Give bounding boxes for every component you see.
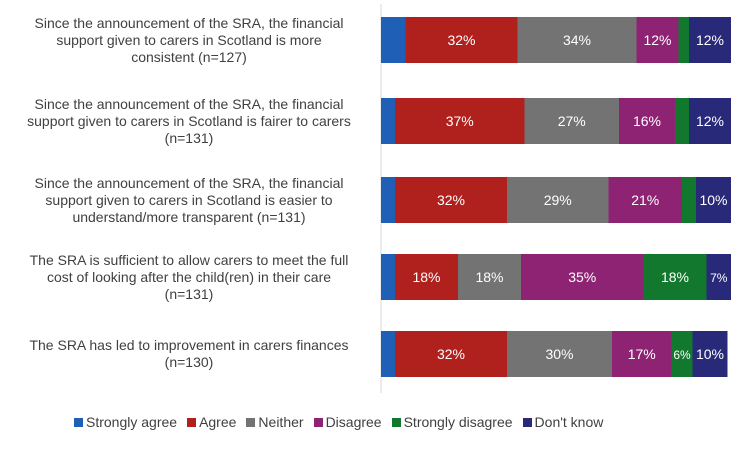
- category-label: Since the announcement of the SRA, the f…: [8, 15, 370, 66]
- legend-swatch: [522, 417, 532, 427]
- category-label-line: The SRA is sufficient to allow carers to…: [29, 251, 349, 268]
- category-label-line: (n=131): [164, 285, 214, 302]
- category-label-line: support given to carers in Scotland is m…: [56, 31, 322, 48]
- bar-segment: [395, 98, 525, 144]
- data-label: 34%: [563, 32, 591, 48]
- data-label: 16%: [633, 113, 661, 129]
- bar-segment: [381, 254, 395, 300]
- data-label: 32%: [437, 192, 465, 208]
- data-label: 32%: [437, 346, 465, 362]
- legend-label: Strongly agree: [86, 414, 178, 430]
- bar-segment: [381, 98, 395, 144]
- legend-swatch: [313, 417, 323, 427]
- category-label: The SRA has led to improvement in carers…: [8, 337, 370, 371]
- bar-segment: [524, 98, 619, 144]
- legend: Strongly agree Agree Neither Disagree Strong…: [74, 414, 613, 430]
- legend-item: Don't know: [522, 414, 604, 430]
- bar-segment: [405, 17, 518, 63]
- bar-segment: [636, 17, 679, 63]
- category-label-line: support given to carers in Scotland is f…: [27, 112, 351, 129]
- bar-segment: [381, 177, 395, 223]
- category-label: The SRA is sufficient to allow carers to…: [8, 252, 370, 303]
- bar-segment: [612, 331, 672, 377]
- bar-segment: [395, 177, 507, 223]
- bar-segment: [689, 17, 731, 63]
- data-label: 29%: [544, 192, 572, 208]
- category-label-line: Since the announcement of the SRA, the f…: [34, 174, 344, 191]
- data-label: 18%: [661, 269, 689, 285]
- bar-segment: [395, 331, 507, 377]
- category-label-line: support given to carers in Scotland is e…: [45, 191, 333, 208]
- category-label-line: understand/more transparent (n=131): [72, 208, 306, 225]
- bar-segment: [643, 254, 707, 300]
- data-label: 18%: [475, 269, 503, 285]
- category-label-line: (n=131): [164, 129, 214, 146]
- data-label: 17%: [628, 346, 656, 362]
- data-label: 35%: [568, 269, 596, 285]
- data-label: 10%: [696, 346, 724, 362]
- bar-segment: [689, 98, 731, 144]
- bar-segment: [619, 98, 675, 144]
- bar-segment: [521, 254, 644, 300]
- data-label: 18%: [412, 269, 440, 285]
- category-label: Since the announcement of the SRA, the f…: [8, 96, 370, 147]
- data-label: 32%: [447, 32, 475, 48]
- legend-swatch: [187, 417, 197, 427]
- data-label: 10%: [699, 192, 727, 208]
- bar-segment: [692, 331, 728, 377]
- bar-segment: [696, 177, 731, 223]
- legend-item: Neither: [246, 414, 304, 430]
- bar-segment: [381, 331, 395, 377]
- legend-label: Don't know: [534, 414, 604, 430]
- category-label-line: The SRA has led to improvement in carers…: [29, 337, 349, 353]
- legend-label: Disagree: [325, 414, 382, 430]
- data-label: 21%: [631, 192, 659, 208]
- bar-segment: [706, 254, 731, 300]
- category-label-line: (n=130): [164, 354, 214, 370]
- category-label-line: Since the announcement of the SRA, the f…: [34, 95, 344, 112]
- data-label: 27%: [558, 113, 586, 129]
- bar-segment: [517, 17, 637, 63]
- data-label: 12%: [696, 113, 724, 129]
- data-label: 30%: [545, 346, 573, 362]
- data-label: 12%: [696, 32, 724, 48]
- data-label: 6%: [673, 348, 691, 362]
- legend-swatch: [391, 417, 401, 427]
- legend-swatch: [246, 417, 256, 427]
- bar-segment: [381, 17, 406, 63]
- legend-label: Agree: [199, 414, 237, 430]
- bar-segment: [395, 254, 458, 300]
- data-label: 12%: [643, 32, 671, 48]
- bar-segment: [678, 17, 689, 63]
- category-label: Since the announcement of the SRA, the f…: [8, 175, 370, 226]
- legend-label: Strongly disagree: [403, 414, 513, 430]
- bar-segment: [507, 331, 612, 377]
- legend-item: Agree: [187, 414, 236, 430]
- category-label-line: consistent (n=127): [131, 48, 247, 65]
- data-label: 37%: [446, 113, 474, 129]
- bar-segment: [675, 98, 689, 144]
- legend-swatch: [74, 417, 83, 427]
- legend-item: Strongly disagree: [391, 414, 513, 430]
- legend-item: Disagree: [313, 414, 382, 430]
- bar-segment: [507, 177, 609, 223]
- bar-segment: [458, 254, 521, 300]
- data-label: 7%: [710, 271, 728, 285]
- bar-segment: [608, 177, 682, 223]
- bar-segment: [671, 331, 693, 377]
- legend-label: Neither: [258, 414, 304, 430]
- bar-segment: [682, 177, 696, 223]
- legend-item: Strongly agree: [74, 414, 177, 430]
- category-label-line: cost of looking after the child(ren) in …: [46, 268, 332, 285]
- category-label-line: Since the announcement of the SRA, the f…: [34, 14, 344, 31]
